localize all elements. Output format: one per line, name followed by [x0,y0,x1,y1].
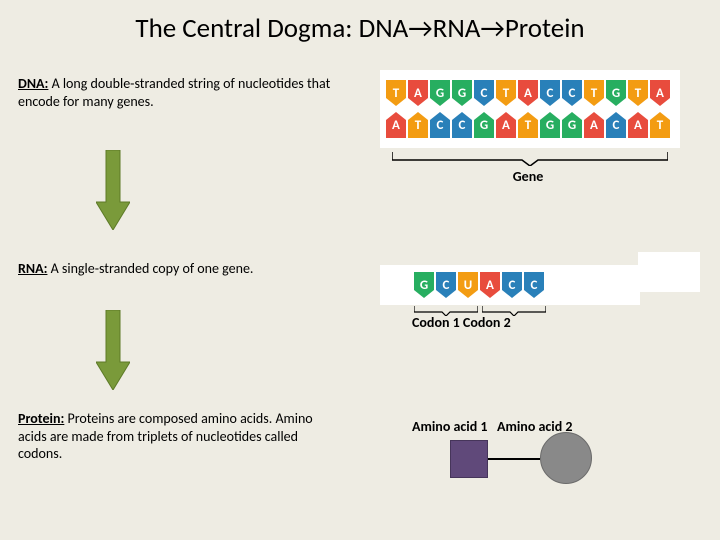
arrow-rna-to-protein [96,310,130,395]
dna-top-strand: TAGGCTACCTGTA [386,80,672,106]
dna-description: DNA: A long double-stranded string of nu… [18,75,338,110]
rna-description: RNA: A single-stranded copy of one gene. [18,260,338,278]
rna-white-block [638,252,700,292]
nucleotide-A: A [650,80,670,106]
page-title: The Central Dogma: DNA→RNA→Protein [0,12,720,45]
nucleotide-T: T [518,112,538,138]
nucleotide-C: C [540,80,560,106]
nucleotide-A: A [496,112,516,138]
nucleotide-G: G [474,112,494,138]
nucleotide-T: T [386,80,406,106]
nucleotide-C: C [474,80,494,106]
rna-strand: GCUACC [414,272,546,298]
nucleotide-A: A [480,272,500,298]
nucleotide-T: T [650,112,670,138]
rna-term: RNA: [18,260,47,277]
arrow-dna-to-rna [96,150,130,235]
nucleotide-T: T [584,80,604,106]
dna-text: A long double-stranded string of nucleot… [18,75,330,110]
amino1-label: Amino acid 1 [412,418,488,435]
amino-acid-1-shape [450,440,488,478]
nucleotide-C: C [430,112,450,138]
codon2-label: Codon 2 [463,314,511,331]
nucleotide-G: G [606,80,626,106]
nucleotide-C: C [452,112,472,138]
protein-term: Protein: [18,410,64,427]
nucleotide-G: G [414,272,434,298]
nucleotide-A: A [518,80,538,106]
gene-label: Gene [498,168,558,185]
dna-term: DNA: [18,75,48,92]
nucleotide-T: T [408,112,428,138]
nucleotide-C: C [606,112,626,138]
nucleotide-G: G [452,80,472,106]
nucleotide-G: G [430,80,450,106]
nucleotide-T: T [628,80,648,106]
codon1-label: Codon 1 [412,314,460,331]
dna-bottom-strand: ATCCGATGGACAT [386,112,672,138]
rna-text: A single-stranded copy of one gene. [47,260,253,277]
nucleotide-G: G [540,112,560,138]
dna-strand-panel: TAGGCTACCTGTA ATCCGATGGACAT [380,70,680,148]
amino-connector [488,458,540,460]
nucleotide-U: U [458,272,478,298]
nucleotide-A: A [628,112,648,138]
amino-labels: Amino acid 1 Amino acid 2 [412,418,573,435]
nucleotide-A: A [386,112,406,138]
codon-labels: Codon 1 Codon 2 [412,314,511,331]
nucleotide-C: C [436,272,456,298]
nucleotide-T: T [496,80,516,106]
protein-description: Protein: Proteins are composed amino aci… [18,410,338,463]
nucleotide-C: C [502,272,522,298]
nucleotide-G: G [562,112,582,138]
amino-acid-2-shape [540,432,592,484]
nucleotide-C: C [562,80,582,106]
nucleotide-A: A [584,112,604,138]
nucleotide-A: A [408,80,428,106]
nucleotide-C: C [524,272,544,298]
